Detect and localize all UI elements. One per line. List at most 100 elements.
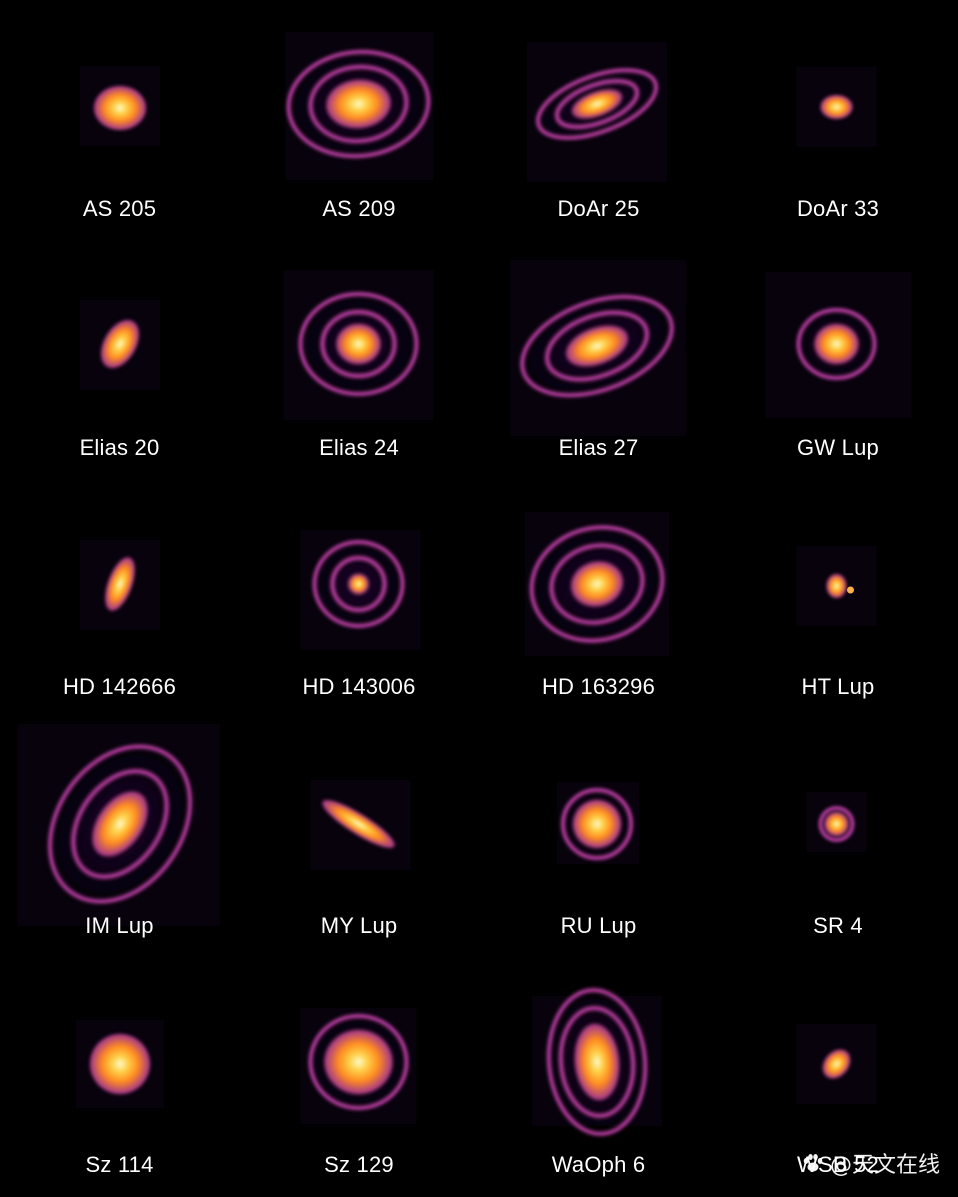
- disk-ring: [558, 1006, 636, 1118]
- disk-core: [321, 800, 395, 848]
- disk-image: [283, 270, 433, 420]
- disk-tile: DoAr 25: [479, 0, 718, 239]
- companion-star: [846, 586, 854, 594]
- disk-image: [806, 792, 866, 852]
- disk-core: [573, 800, 621, 848]
- disk-core: [574, 1024, 620, 1100]
- disk-core: [94, 86, 146, 130]
- disk-tile: HD 142666: [0, 478, 239, 717]
- disk-image: [310, 780, 410, 870]
- disk-core: [326, 79, 390, 129]
- watermark: @天文在线: [802, 1147, 940, 1179]
- disk-tile: AS 205: [0, 0, 239, 239]
- disk-ring: [71, 769, 169, 879]
- disk-label: Elias 20: [79, 435, 160, 460]
- disk-label: RU Lup: [560, 913, 637, 938]
- disk-ring: [520, 294, 674, 398]
- disk-image: [515, 512, 679, 656]
- disk-label: IM Lup: [85, 913, 154, 938]
- disk-image: [554, 781, 640, 867]
- disk-image: [76, 1020, 164, 1108]
- disk-tile: WaOph 6: [479, 956, 718, 1195]
- disk-ring: [320, 310, 396, 378]
- disk-label: Sz 129: [324, 1152, 394, 1177]
- disk-tile: HD 163296: [479, 478, 718, 717]
- disk-core: [105, 557, 135, 611]
- disk-core: [566, 325, 628, 367]
- disk-label: DoAr 25: [557, 196, 640, 221]
- disk-image: [298, 1004, 418, 1124]
- disk-label: Elias 27: [558, 435, 639, 460]
- disk-ring: [555, 79, 639, 129]
- disk-label: HD 163296: [541, 674, 656, 699]
- disk-ring: [796, 308, 876, 380]
- disk-ring: [535, 68, 659, 140]
- disk-core: [820, 95, 852, 119]
- disk-tile: Sz 129: [240, 956, 479, 1195]
- watermark-text: @天文在线: [829, 1153, 940, 1178]
- disk-ring: [549, 543, 645, 625]
- disk-tile: IM Lup: [0, 717, 239, 956]
- disk-label: Sz 114: [85, 1152, 154, 1177]
- disk-label: WaOph 6: [551, 1152, 646, 1177]
- disk-ring: [312, 540, 404, 628]
- disk-core: [348, 574, 368, 594]
- disk-image: [80, 540, 160, 630]
- disk-image: [503, 260, 691, 436]
- disk-tile: MY Lup: [240, 717, 479, 956]
- disk-ring: [818, 806, 854, 842]
- disk-core: [101, 320, 139, 368]
- disk-label: HD 142666: [62, 674, 177, 699]
- disk-core: [814, 324, 858, 364]
- disk-label: HD 143006: [302, 674, 416, 699]
- disk-label: AS 205: [82, 196, 157, 221]
- disk-ring: [546, 988, 648, 1136]
- disk-core: [824, 812, 848, 836]
- disk-ring: [47, 744, 193, 904]
- disk-label: AS 209: [322, 196, 396, 221]
- disk-tile: Elias 27: [479, 239, 718, 478]
- disk-tile: GW Lup: [719, 239, 958, 478]
- paw-icon: [803, 1154, 823, 1172]
- disk-ring: [308, 1014, 408, 1110]
- disk-image: [532, 972, 662, 1152]
- disk-image: [523, 42, 671, 182]
- disk-tile: HT Lup: [719, 478, 958, 717]
- disk-image: [18, 724, 220, 926]
- disk-tile: Sz 114: [0, 956, 239, 1195]
- disk-image: [796, 1024, 876, 1104]
- disk-tile: Elias 20: [0, 239, 239, 478]
- disk-image: [80, 300, 160, 390]
- disk-label: SR 4: [813, 913, 863, 938]
- disk-ring: [545, 310, 649, 382]
- disk-core: [826, 574, 846, 598]
- disk-tile: DoAr 33: [719, 0, 958, 239]
- disk-image: [270, 32, 446, 180]
- disk-ring: [308, 64, 408, 144]
- disk-core: [90, 1034, 150, 1094]
- disk-ring: [529, 525, 665, 643]
- disk-core: [822, 1049, 850, 1079]
- disk-image: [765, 272, 911, 418]
- disk-core: [571, 561, 623, 607]
- disk-label: Elias 24: [319, 435, 399, 460]
- disk-core: [92, 791, 148, 857]
- disk-image: [80, 66, 160, 146]
- disk-label: HT Lup: [801, 674, 875, 699]
- disk-image: [796, 67, 876, 147]
- disk-label: MY Lup: [320, 913, 398, 938]
- disk-ring: [286, 49, 430, 159]
- disk-tile: RU Lup: [479, 717, 718, 956]
- disk-label: GW Lup: [797, 435, 879, 460]
- disk-ring: [561, 788, 633, 860]
- disk-tile: SR 4: [719, 717, 958, 956]
- disk-image: [300, 530, 420, 650]
- disk-image: [796, 546, 876, 626]
- disk-core: [572, 89, 622, 119]
- disk-ring: [330, 556, 386, 612]
- disk-tile: HD 143006: [240, 478, 479, 717]
- disk-core: [336, 324, 380, 364]
- disk-core: [324, 1030, 392, 1094]
- disk-label: DoAr 33: [796, 196, 880, 221]
